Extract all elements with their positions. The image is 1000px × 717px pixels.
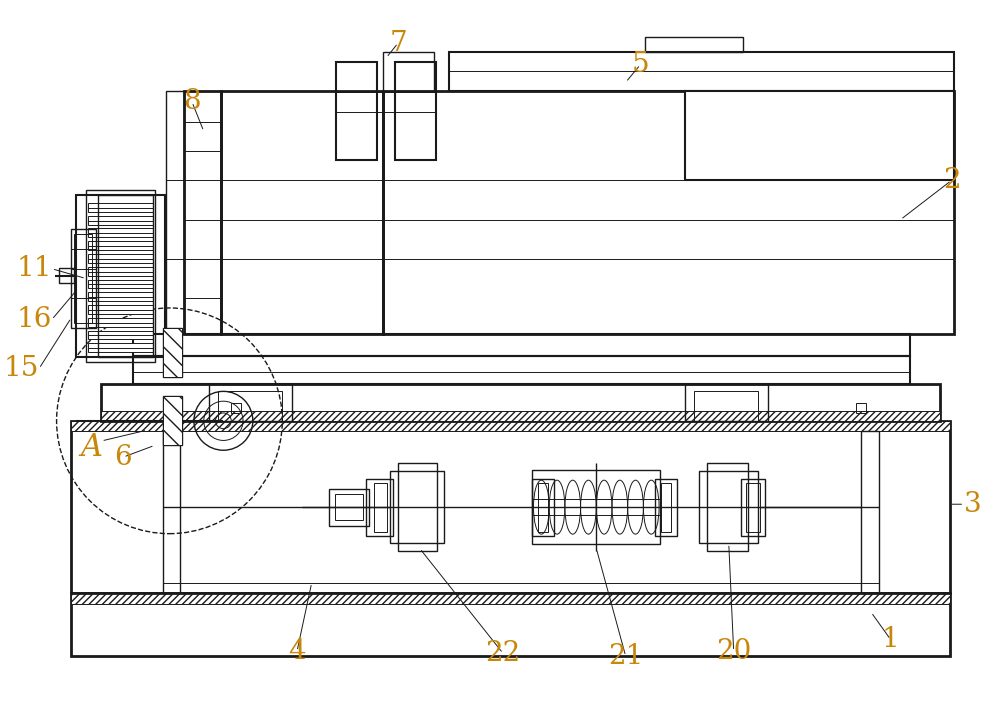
Bar: [661, 483, 671, 532]
Bar: [231, 403, 241, 413]
Bar: [398, 463, 437, 551]
Bar: [163, 328, 182, 376]
Bar: [88, 229, 153, 237]
Text: 1: 1: [882, 626, 900, 653]
Bar: [449, 52, 954, 91]
Bar: [88, 318, 153, 327]
Bar: [184, 91, 221, 334]
Bar: [532, 499, 660, 515]
Bar: [133, 356, 910, 384]
Text: 15: 15: [4, 356, 39, 382]
Bar: [221, 91, 383, 334]
Bar: [88, 293, 153, 301]
Bar: [685, 384, 768, 421]
Bar: [694, 391, 758, 421]
Bar: [383, 91, 954, 334]
Bar: [366, 479, 393, 536]
Bar: [166, 91, 184, 334]
Bar: [88, 254, 153, 263]
Bar: [88, 241, 153, 250]
Bar: [746, 483, 760, 532]
Bar: [645, 37, 743, 52]
Bar: [218, 391, 282, 421]
Bar: [163, 328, 182, 376]
Text: 11: 11: [16, 255, 52, 282]
Bar: [538, 483, 548, 532]
Bar: [88, 267, 153, 275]
Bar: [88, 280, 153, 288]
Text: 22: 22: [485, 640, 521, 667]
Bar: [335, 495, 363, 520]
Bar: [59, 267, 74, 283]
Bar: [163, 431, 180, 592]
Bar: [395, 62, 436, 160]
Bar: [163, 397, 182, 445]
Text: 7: 7: [389, 29, 407, 57]
Bar: [741, 479, 765, 536]
Bar: [390, 471, 444, 543]
Bar: [532, 470, 660, 544]
Bar: [209, 384, 292, 421]
Bar: [856, 403, 866, 413]
Bar: [98, 195, 153, 357]
Bar: [699, 471, 758, 543]
Text: 16: 16: [16, 306, 52, 333]
Bar: [383, 52, 434, 91]
Text: 5: 5: [632, 51, 649, 78]
Bar: [88, 331, 153, 339]
Bar: [329, 488, 369, 526]
Bar: [76, 195, 165, 357]
Bar: [655, 479, 677, 536]
Text: 8: 8: [183, 88, 201, 115]
Bar: [685, 91, 954, 181]
Bar: [88, 305, 153, 314]
Bar: [704, 91, 954, 163]
Bar: [71, 592, 950, 604]
Bar: [71, 421, 950, 592]
Text: 20: 20: [716, 638, 751, 665]
Bar: [532, 479, 554, 536]
Bar: [101, 384, 940, 421]
Bar: [336, 62, 377, 160]
Text: 3: 3: [964, 490, 982, 518]
Bar: [86, 190, 155, 362]
Bar: [374, 483, 387, 532]
Bar: [71, 229, 96, 328]
Bar: [133, 334, 910, 356]
Bar: [163, 397, 182, 445]
Bar: [71, 592, 950, 656]
Text: 21: 21: [608, 643, 643, 670]
Text: 2: 2: [943, 167, 960, 194]
Bar: [88, 216, 153, 224]
Text: 4: 4: [288, 638, 306, 665]
Text: 6: 6: [114, 444, 132, 470]
Bar: [861, 431, 879, 592]
Bar: [101, 411, 940, 421]
Bar: [88, 343, 153, 352]
Text: A: A: [80, 432, 102, 462]
Bar: [88, 203, 153, 212]
Bar: [707, 463, 748, 551]
Bar: [71, 421, 950, 431]
Bar: [74, 234, 92, 323]
